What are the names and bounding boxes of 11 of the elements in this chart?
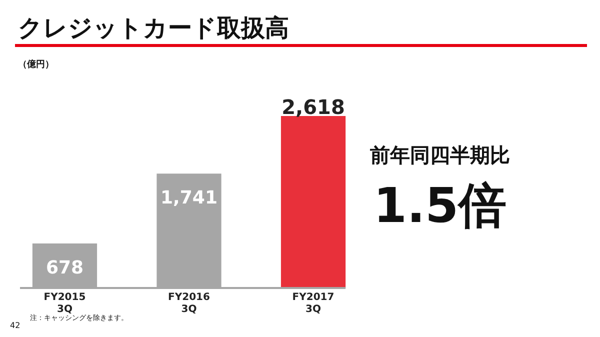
text: 42 bbox=[10, 321, 20, 330]
data-label: 678 bbox=[46, 257, 84, 278]
chart-title: クレジットカード取扱高 bbox=[18, 14, 289, 42]
data-label: 1,741 bbox=[160, 188, 218, 209]
x-tick-label: FY2015 3Q bbox=[44, 292, 86, 315]
x-tick-label: FY2016 3Q bbox=[168, 292, 210, 315]
data-label: 2,618 bbox=[282, 95, 345, 119]
text: 前年同四半期比 bbox=[369, 143, 510, 167]
text: （億円） bbox=[18, 59, 54, 70]
x-tick-label: FY2017 3Q bbox=[292, 292, 334, 315]
text: 1.5倍 bbox=[373, 178, 507, 234]
